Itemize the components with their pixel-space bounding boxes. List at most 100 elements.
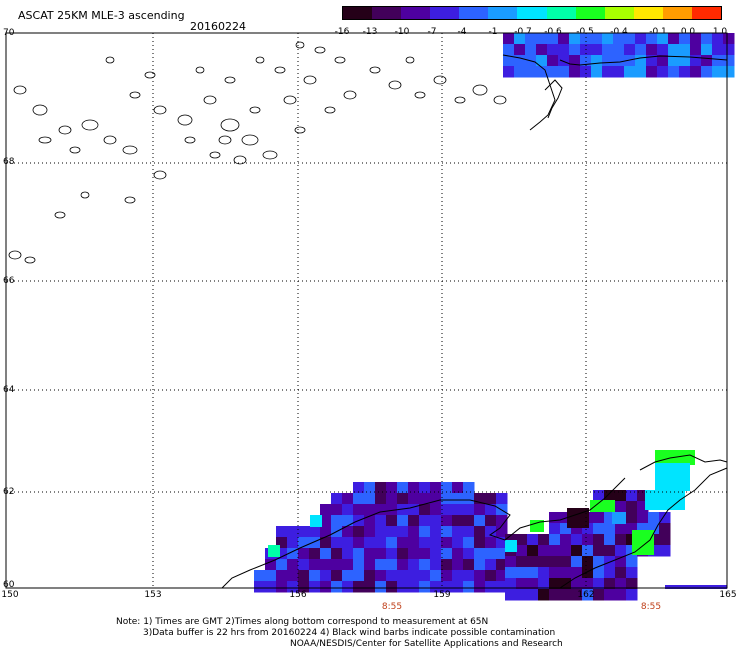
lake-outline	[472, 84, 488, 96]
swath-cell	[397, 548, 409, 560]
swath-cell	[496, 570, 508, 582]
swath-cell	[298, 537, 310, 549]
color-scale-segment	[459, 7, 489, 19]
swath-cell	[604, 523, 616, 535]
map-title: ASCAT 25KM MLE-3 ascending	[18, 9, 185, 22]
swath-cell	[591, 44, 603, 56]
swath-cell	[657, 55, 669, 67]
swath-cell	[657, 44, 669, 56]
lat-label-62: 62	[3, 487, 15, 497]
color-scale-label: -13	[362, 27, 378, 37]
color-scale-label: -0.4	[610, 27, 628, 37]
swath-cell	[648, 523, 660, 535]
swath-cell	[485, 559, 497, 571]
swath-cell	[463, 581, 475, 593]
swath-cell	[474, 559, 486, 571]
swath-cell	[496, 493, 508, 505]
swath-cell	[430, 570, 442, 582]
swath-cell	[419, 493, 431, 505]
swath-cell	[430, 504, 442, 516]
swath-cell	[496, 581, 508, 593]
lake-outline	[203, 95, 217, 105]
swath-cell	[536, 33, 548, 45]
swath-cell	[331, 548, 343, 560]
swath-cell	[549, 523, 561, 535]
swath-cell	[496, 548, 508, 560]
lon-label-150: 150	[1, 590, 19, 600]
swath-cell	[452, 581, 464, 593]
swath-cell	[582, 534, 594, 546]
swath-cell	[430, 515, 442, 527]
swath-cell	[637, 501, 649, 513]
swath-cell	[287, 559, 299, 571]
swath-cell	[558, 33, 570, 45]
lake-outline	[38, 136, 52, 144]
swath-cell	[386, 482, 398, 494]
swath-cell	[690, 33, 702, 45]
swath-cell	[310, 515, 322, 527]
lake-outline	[388, 80, 402, 90]
swath-cell	[635, 33, 647, 45]
swath-cell	[276, 570, 288, 582]
map-date: 20160224	[190, 20, 246, 33]
swath-cell	[626, 534, 638, 546]
swath-cell	[474, 504, 486, 516]
swath-cell	[679, 44, 691, 56]
swath-cell	[569, 44, 581, 56]
note-line-2: 3)Data buffer is 22 hrs from 20160224 4)…	[143, 628, 556, 638]
swath-cell	[527, 578, 539, 590]
swath-cell	[505, 540, 517, 552]
lon-label-162: 162	[577, 590, 595, 600]
swath-cell	[452, 515, 464, 527]
swath-cell	[419, 548, 431, 560]
swath-cell	[626, 567, 638, 579]
swath-cell	[331, 493, 343, 505]
swath-cell	[320, 559, 332, 571]
swath-cell	[408, 504, 420, 516]
swath-cell	[397, 493, 409, 505]
swath-cell	[419, 482, 431, 494]
swath-cell	[320, 526, 332, 538]
lat-label-70: 70	[3, 28, 15, 38]
swath-cell	[569, 33, 581, 45]
swath-cell	[679, 55, 691, 67]
lake-outline	[32, 104, 48, 116]
swath-cell	[505, 589, 517, 601]
swath-cell	[582, 556, 594, 568]
swath-cell	[331, 581, 343, 593]
swath-cell	[604, 490, 616, 502]
swath-cell	[571, 567, 583, 579]
swath-cell	[320, 581, 332, 593]
swath-cell	[516, 556, 528, 568]
color-scale-label: -4	[457, 27, 467, 37]
lon-label-153: 153	[144, 590, 162, 600]
swath-cell	[615, 523, 627, 535]
swath-cell	[582, 523, 594, 535]
swath-cell	[615, 589, 627, 601]
swath-cell	[276, 526, 288, 538]
swath-cell	[536, 55, 548, 67]
color-scale-segment	[633, 7, 664, 19]
swath-cell	[635, 55, 647, 67]
lake-outline	[153, 170, 167, 180]
swath-cell	[665, 585, 727, 589]
swath-cell	[419, 559, 431, 571]
swath-cell	[342, 548, 354, 560]
swath-cell	[514, 66, 526, 78]
swath-cell	[657, 33, 669, 45]
swath-cell	[452, 548, 464, 560]
swath-cell	[265, 570, 277, 582]
swath-cell	[549, 545, 561, 557]
swath-cell	[375, 548, 387, 560]
swath-cell	[712, 55, 724, 67]
swath-cell	[408, 548, 420, 560]
swath-cell	[516, 578, 528, 590]
swath-cell	[430, 482, 442, 494]
swath-cell	[624, 55, 636, 67]
swath-cell	[547, 33, 559, 45]
swath-cell	[505, 567, 517, 579]
swath-cell	[582, 545, 594, 557]
swath-cell	[645, 490, 685, 510]
swath-cell	[571, 545, 583, 557]
color-scale-segment	[430, 7, 460, 19]
